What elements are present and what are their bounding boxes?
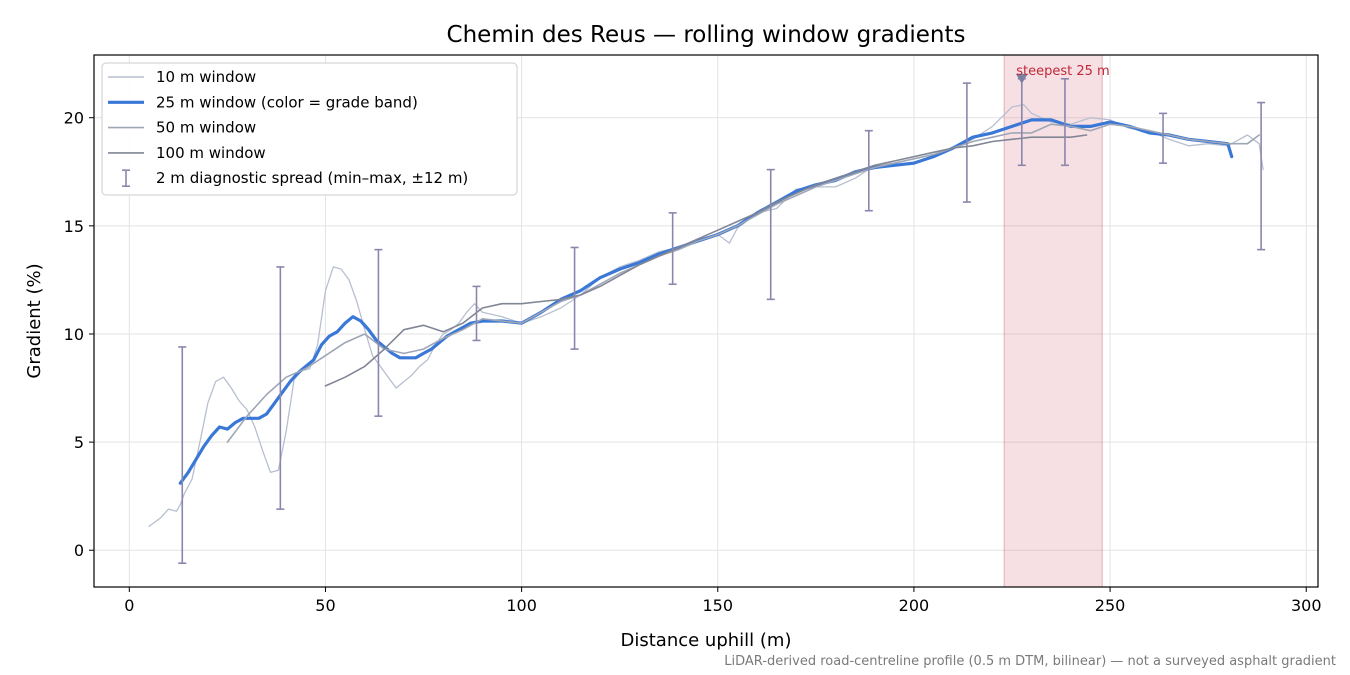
- legend-label: 2 m diagnostic spread (min–max, ±12 m): [156, 169, 468, 187]
- errorbar: [472, 285, 481, 342]
- legend-item: 100 m window: [108, 144, 266, 162]
- errorbar: [1060, 77, 1069, 167]
- errorbar: [766, 168, 775, 301]
- x-tick-label: 200: [899, 596, 930, 615]
- series-line-1: [148, 104, 1264, 528]
- series-line-3: [226, 123, 1260, 443]
- legend-item: 2 m diagnostic spread (min–max, ±12 m): [122, 169, 468, 187]
- errorbar: [374, 248, 383, 417]
- legend-box: [101, 62, 518, 196]
- errorbar: [276, 266, 285, 510]
- x-tick-label: 250: [1095, 596, 1126, 615]
- errorbar: [178, 346, 187, 565]
- errorbar: [1257, 101, 1266, 251]
- legend-item: 25 m window (color = grade band): [108, 93, 418, 111]
- steepest-marker: [1015, 73, 1028, 84]
- y-tick-label: 15: [64, 217, 84, 236]
- x-axis-label: Distance uphill (m): [621, 630, 792, 651]
- axis-ticks: 0 50 100 150 200 250 300 0 5 10 15 20: [64, 109, 1322, 615]
- chart-title: Chemin des Reus — rolling window gradien…: [447, 22, 966, 48]
- steepest-band: [1003, 54, 1103, 588]
- legend-item: 50 m window: [108, 119, 256, 137]
- errorbar: [962, 82, 971, 203]
- y-axis-label: Gradient (%): [24, 263, 45, 378]
- x-tick-label: 50: [315, 596, 335, 615]
- legend-label: 50 m window: [156, 119, 256, 137]
- legend-label: 10 m window: [156, 68, 256, 86]
- x-tick-label: 150: [702, 596, 733, 615]
- y-tick-label: 10: [64, 325, 84, 344]
- x-tick-label: 0: [124, 596, 134, 615]
- series-line-4: [324, 134, 1088, 387]
- footnote: LiDAR-derived road-centreline profile (0…: [724, 654, 1336, 669]
- legend-label: 100 m window: [156, 144, 266, 162]
- y-tick-label: 20: [64, 109, 84, 128]
- errorbar: [1159, 112, 1168, 164]
- legend: 10 m window 25 m window (color = grade ba…: [101, 62, 518, 196]
- y-tick-label: 5: [74, 433, 84, 452]
- steepest-label: steepest 25 m: [1016, 64, 1109, 79]
- plot-frame: [93, 54, 1319, 588]
- x-tick-label: 300: [1291, 596, 1322, 615]
- legend-item: 10 m window: [108, 68, 256, 86]
- steepest-highlight: [1003, 54, 1103, 588]
- errorbar: [668, 212, 677, 286]
- y-tick-label: 0: [74, 541, 84, 560]
- legend-label: 25 m window (color = grade band): [156, 93, 418, 111]
- errorbar-group: [178, 73, 1266, 565]
- errorbar: [570, 246, 579, 350]
- errorbar: [864, 129, 873, 212]
- grid-lines: [94, 55, 1318, 587]
- x-tick-label: 100: [506, 596, 537, 615]
